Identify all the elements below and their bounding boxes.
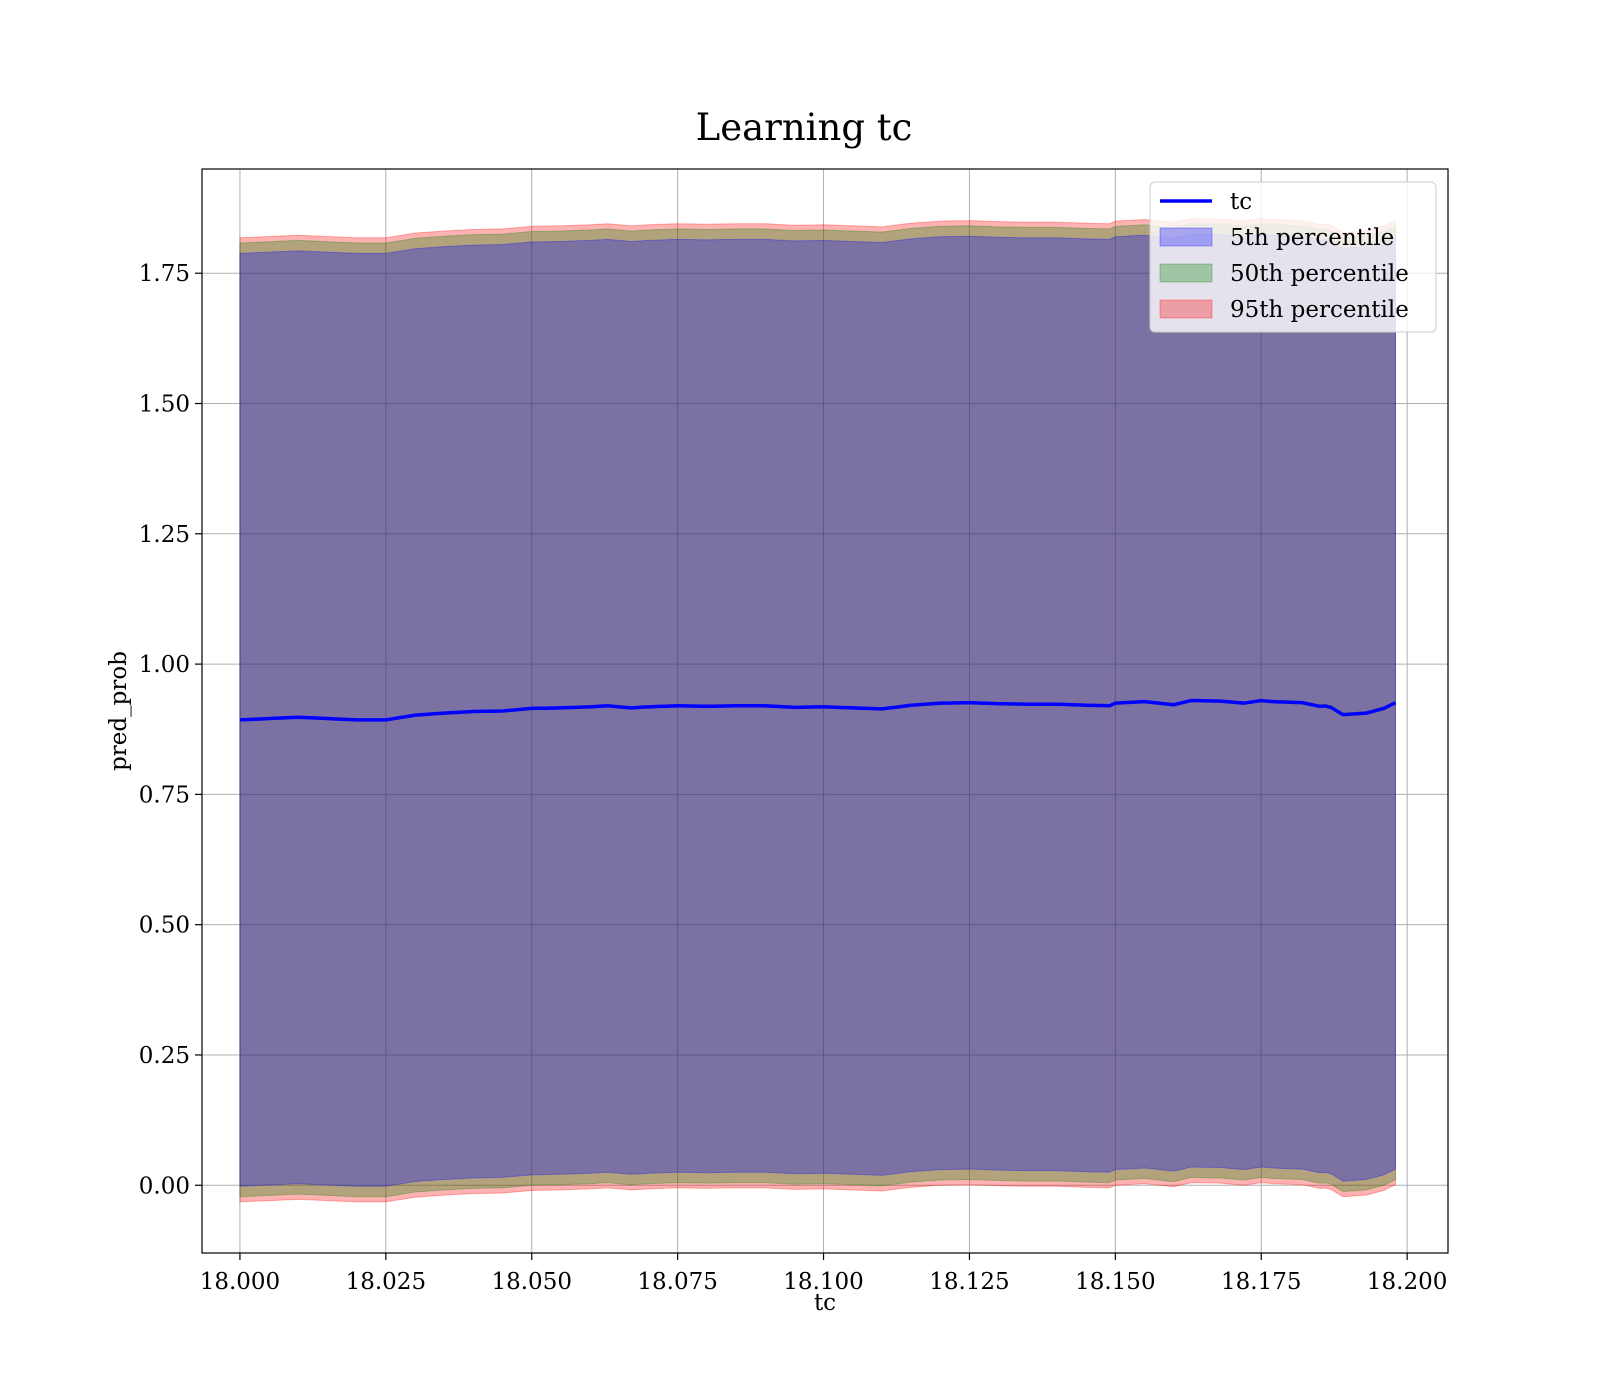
median-line-layer: [239, 698, 1397, 722]
y-tick-label: 0.75: [139, 782, 190, 808]
y-tick-label: 1.75: [139, 261, 190, 287]
x-tick-label: 18.075: [637, 1269, 717, 1295]
x-tick-label: 18.100: [783, 1269, 863, 1295]
grid: [202, 169, 1448, 1253]
y-tick-label: 0.50: [139, 913, 190, 939]
legend-label-95th: 95th percentile: [1230, 297, 1409, 323]
legend-label-5th: 5th percentile: [1230, 225, 1394, 251]
legend-swatch-50th: [1159, 263, 1213, 283]
plot-frame: [201, 168, 1449, 1254]
x-axis-label: tc: [814, 1290, 836, 1316]
legend-frame: [1149, 181, 1437, 333]
x-tick-label: 18.150: [1075, 1269, 1155, 1295]
y-axis-label: pred_prob: [106, 651, 132, 771]
x-tick-label: 18.025: [346, 1269, 426, 1295]
y-tick-label: 1.50: [139, 392, 190, 418]
band-50th-percentile: [239, 223, 1396, 1198]
legend: tc 5th percentile 50th percentile 95th p…: [1149, 181, 1437, 333]
x-tick-label: 18.125: [929, 1269, 1009, 1295]
percentile-bands: [239, 218, 1396, 1203]
legend-label-tc: tc: [1230, 189, 1252, 215]
band-5th-percentile: [239, 233, 1396, 1187]
chart-title: Learning tc: [696, 106, 913, 149]
y-tick-label: 0.00: [139, 1173, 190, 1199]
x-axis: 18.000 18.025 18.050 18.075 18.100 18.125 18.1…: [200, 1253, 1447, 1295]
legend-swatch-5th: [1159, 227, 1213, 247]
y-tick-label: 0.25: [139, 1043, 190, 1069]
band-95th-percentile: [239, 218, 1396, 1203]
x-tick-label: 18.175: [1221, 1269, 1301, 1295]
median-line: [239, 698, 1397, 722]
x-tick-label: 18.050: [491, 1269, 571, 1295]
x-tick-label: 18.200: [1367, 1269, 1447, 1295]
legend-label-50th: 50th percentile: [1230, 261, 1409, 287]
x-tick-label: 18.000: [200, 1269, 280, 1295]
y-tick-label: 1.00: [139, 652, 190, 678]
y-tick-label: 1.25: [139, 522, 190, 548]
legend-swatch-95th: [1159, 299, 1213, 319]
y-axis: 0.00 0.25 0.50 0.75 1.00 1.25 1.50 1.75: [139, 261, 202, 1199]
